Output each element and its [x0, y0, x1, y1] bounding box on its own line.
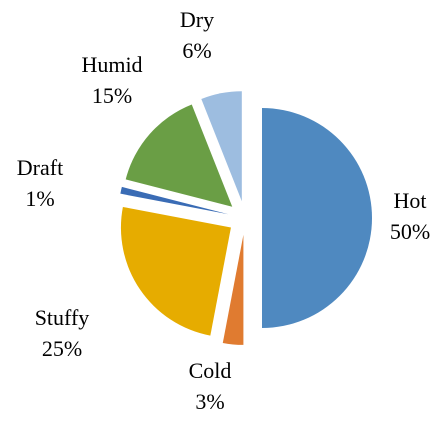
slice-value-label: 3% [195, 389, 224, 414]
pie-slice [222, 234, 244, 345]
pie-slice [262, 108, 372, 328]
pie-slice [201, 91, 242, 202]
slice-value-label: 6% [182, 38, 211, 63]
pie-slice [120, 206, 231, 336]
slice-value-label: 1% [25, 186, 54, 211]
slice-label: Stuffy [35, 305, 90, 330]
slice-value-label: 50% [390, 219, 430, 244]
slice-label: Humid [81, 52, 142, 77]
slice-label: Draft [17, 155, 63, 180]
pie-slice [125, 104, 233, 207]
slice-value-label: 15% [92, 83, 132, 108]
pie-slice [120, 186, 229, 215]
slice-label: Cold [189, 358, 232, 383]
slice-label: Hot [394, 188, 427, 213]
slice-label: Dry [180, 7, 214, 32]
slice-value-label: 25% [42, 336, 82, 361]
